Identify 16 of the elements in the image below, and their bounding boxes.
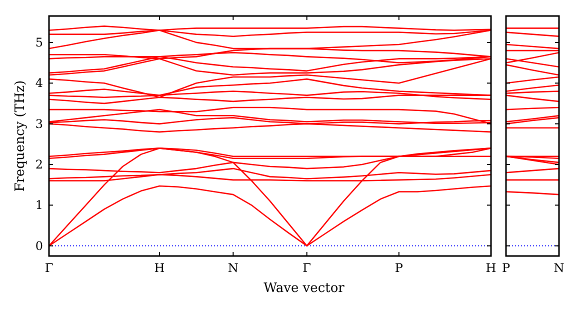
x-tick-label: N	[554, 261, 564, 275]
y-tick-label: 5	[35, 35, 43, 50]
x-tick-label: N	[228, 261, 238, 275]
y-tick-label: 2	[35, 157, 43, 172]
x-tick-label: Γ	[302, 261, 311, 275]
y-tick-label: 1	[35, 198, 43, 212]
x-tick-label: P	[394, 261, 403, 275]
x-tick-label: H	[486, 261, 496, 275]
x-tick-label: P	[502, 261, 510, 275]
x-axis-title: Wave vector	[264, 281, 346, 296]
y-tick-label: 4	[35, 76, 44, 90]
y-tick-label: 3	[35, 116, 43, 131]
y-tick-label: 0	[35, 238, 43, 253]
x-tick-label: H	[154, 261, 165, 275]
y-axis-title: Frequency (THz)	[13, 80, 28, 192]
x-tick-label: Γ	[44, 261, 54, 275]
